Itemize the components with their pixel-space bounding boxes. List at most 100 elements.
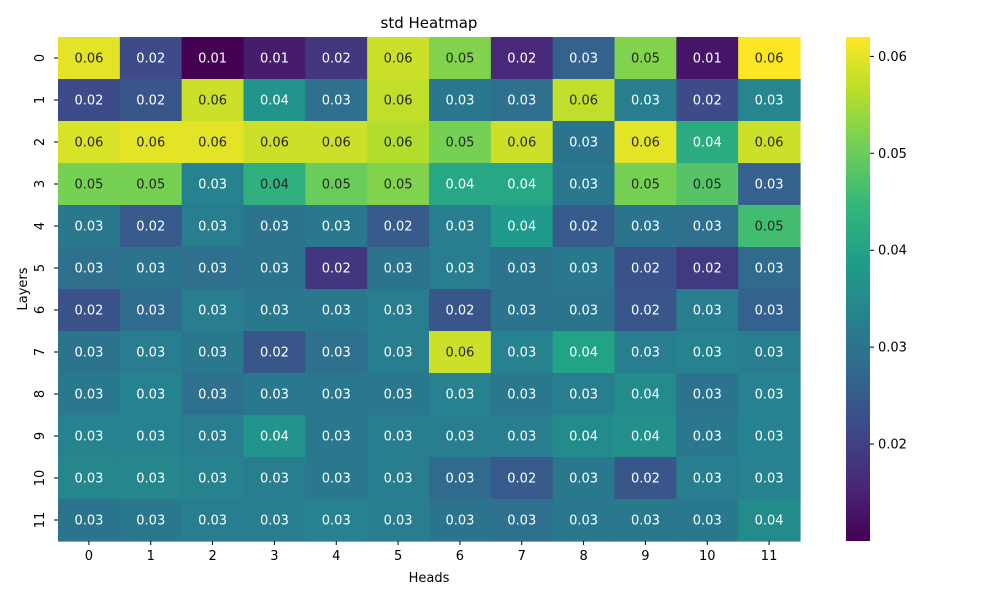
heatmap-cell [119,163,183,206]
heatmap-cell [58,457,121,500]
heatmap-cell [676,247,739,290]
x-tick-label: 9 [641,549,649,564]
cell-value-label: 0.03 [693,346,722,361]
heatmap-cell [614,499,677,542]
colorbar-tick-label: 0.04 [878,244,907,259]
heatmap-cell [58,37,121,80]
heatmap-cell [367,289,430,332]
heatmap-cell [243,205,306,248]
heatmap-cell [552,247,616,290]
cell-value-label: 0.06 [384,52,413,67]
cell-value-label: 0.03 [322,220,351,235]
cell-value-label: 0.04 [507,220,536,235]
cell-value-label: 0.03 [384,430,413,445]
cell-value-label: 0.03 [198,388,227,403]
heatmap-cell [429,247,492,290]
y-tick-label: 11 [33,512,48,529]
cell-value-label: 0.01 [693,52,722,67]
x-tick-label: 5 [394,549,402,564]
cell-value-label: 0.03 [74,514,103,529]
cell-value-label: 0.03 [198,178,227,193]
heatmap-cell [243,163,306,206]
colorbar-tick-label: 0.02 [878,438,907,453]
cell-value-label: 0.04 [755,514,784,529]
heatmap-cell [490,373,554,416]
x-tick-label: 4 [332,549,340,564]
colorbar-tick-label: 0.05 [878,147,907,162]
heatmap-cell [738,373,801,416]
heatmap-cell [429,289,492,332]
heatmap-cell [429,79,492,122]
heatmap-cell [58,79,121,122]
cell-value-label: 0.02 [631,262,660,277]
heatmap-cell [552,415,616,458]
cell-value-label: 0.02 [322,262,351,277]
cell-value-label: 0.05 [755,220,784,235]
cell-value-label: 0.03 [569,514,598,529]
cell-value-label: 0.03 [569,52,598,67]
cell-value-label: 0.02 [631,472,660,487]
heatmap-cell [429,373,492,416]
cell-value-label: 0.03 [322,94,351,109]
heatmap-cell [243,457,306,500]
heatmap-cell [119,331,183,374]
heatmap-cell [181,205,245,248]
cell-value-label: 0.06 [631,136,660,151]
cell-value-label: 0.03 [507,262,536,277]
heatmap-cell [676,121,739,164]
heatmap-cell [367,331,430,374]
colorbar-tick-label: 0.06 [878,50,907,65]
heatmap-cell [305,79,368,122]
cell-value-label: 0.03 [569,178,598,193]
x-tick-label: 7 [518,549,526,564]
y-tick-label: 2 [33,138,48,146]
heatmap-cell [305,121,368,164]
y-tick-label: 10 [33,470,48,487]
cell-value-label: 0.03 [755,430,784,445]
heatmap-cell [367,37,430,80]
cell-value-label: 0.05 [631,178,660,193]
cell-value-label: 0.03 [693,220,722,235]
heatmap-cell [614,163,677,206]
cell-value-label: 0.02 [74,304,103,319]
cell-value-label: 0.03 [755,388,784,403]
cell-value-label: 0.03 [322,346,351,361]
cell-value-label: 0.02 [136,52,165,67]
heatmap-cell [676,37,739,80]
heatmap-cell [676,163,739,206]
heatmap-cell [305,247,368,290]
heatmap-cell [243,247,306,290]
cell-value-label: 0.02 [693,262,722,277]
cell-value-label: 0.03 [445,94,474,109]
heatmap-cell [181,79,245,122]
cell-value-label: 0.03 [755,262,784,277]
heatmap-cell [676,499,739,542]
cell-value-label: 0.04 [569,346,598,361]
heatmap-cell [614,415,677,458]
cell-value-label: 0.05 [384,178,413,193]
cell-value-label: 0.03 [631,94,660,109]
cell-value-label: 0.03 [755,304,784,319]
heatmap-cell [305,205,368,248]
cell-value-label: 0.03 [755,472,784,487]
cell-value-label: 0.03 [755,94,784,109]
heatmap-cell [614,79,677,122]
heatmap-cell [305,331,368,374]
cell-value-label: 0.03 [198,346,227,361]
cell-value-label: 0.03 [507,304,536,319]
cell-value-label: 0.02 [384,220,413,235]
heatmap-cell [490,289,554,332]
x-tick-label: 2 [208,549,216,564]
heatmap-cell [58,205,121,248]
x-axis-label: Heads [409,571,450,586]
heatmap-cell [738,331,801,374]
heatmap-cell [305,163,368,206]
cell-value-label: 0.03 [136,304,165,319]
heatmap-cell [676,79,739,122]
cell-value-label: 0.06 [384,136,413,151]
heatmap-cell [490,163,554,206]
heatmap-cell [367,415,430,458]
cell-value-label: 0.03 [260,388,289,403]
heatmap-cell [490,79,554,122]
cell-value-label: 0.03 [569,472,598,487]
